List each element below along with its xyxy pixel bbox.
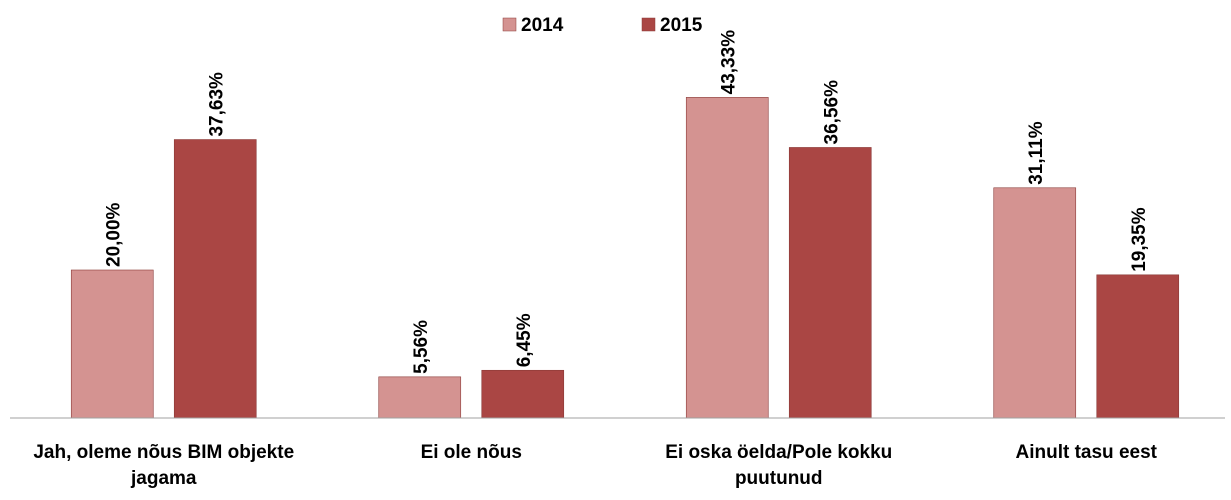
data-label: 19,35% (1129, 207, 1150, 272)
bar (481, 369, 565, 419)
legend-label: 2015 (660, 15, 703, 36)
bar (1096, 274, 1180, 419)
x-tick-label: Ei ole nõus (420, 442, 522, 463)
bar (685, 97, 769, 419)
x-tick-label: Ei oska öelda/Pole kokku puutunud (665, 442, 893, 489)
data-label: 31,11% (1026, 121, 1047, 184)
data-label: 43,33% (718, 30, 739, 95)
x-tick-label: Jah, oleme nõus BIM objekte jagama (33, 442, 295, 489)
data-label: 20,00% (103, 202, 124, 267)
data-label: 36,56% (821, 80, 842, 145)
bar (70, 269, 154, 419)
legend-label: 2014 (521, 15, 564, 36)
bar (993, 187, 1077, 419)
bar (788, 147, 872, 419)
data-label: 37,63% (206, 72, 227, 137)
x-tick-label: Ainult tasu eest (1015, 442, 1157, 463)
data-label: 5,56% (411, 320, 432, 374)
data-label: 6,45% (514, 313, 535, 367)
bar (378, 376, 462, 419)
bar (173, 139, 257, 419)
legend-swatch (502, 17, 517, 32)
legend-swatch (641, 17, 656, 32)
